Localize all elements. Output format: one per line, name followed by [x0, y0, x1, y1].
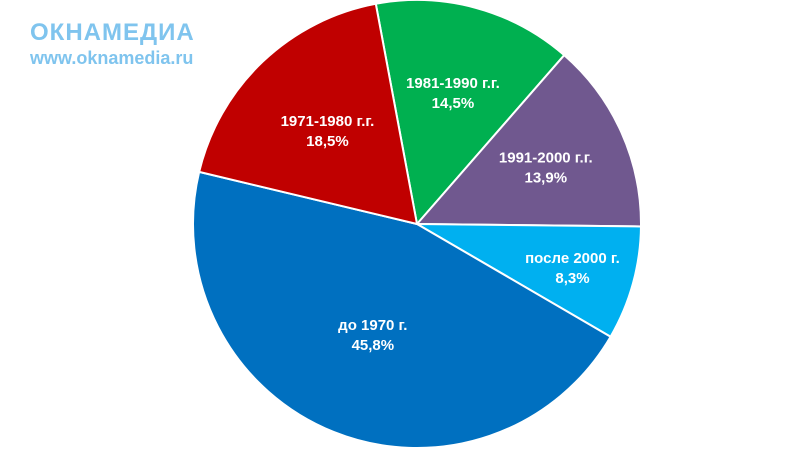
- logo-brand: ОКНАМЕДИА: [30, 19, 195, 46]
- pie-slice: [192, 170, 612, 449]
- slice-value-label: 14,5%: [432, 95, 475, 112]
- pie-slice: [374, 0, 566, 227]
- slice-value-label: 13,9%: [525, 169, 568, 186]
- slice-label: 1991-2000 г.г.: [499, 149, 593, 166]
- slice-value-label: 8,3%: [555, 270, 589, 287]
- slice-value-label: 45,8%: [352, 337, 395, 354]
- logo: ОКНАМЕДИА www.oknamedia.ru: [30, 20, 195, 69]
- slice-label: 1981-1990 г.г.: [406, 75, 500, 92]
- slice-value-label: 18,5%: [306, 133, 349, 150]
- slice-label: после 2000 г.: [525, 250, 620, 267]
- logo-url: www.oknamedia.ru: [30, 48, 194, 68]
- pie-slice: [413, 222, 642, 339]
- slice-label: 1971-1980 г.г.: [281, 113, 375, 130]
- slice-label: до 1970 г.: [338, 317, 407, 334]
- pie-slice: [197, 2, 419, 226]
- pie-slice: [414, 53, 642, 228]
